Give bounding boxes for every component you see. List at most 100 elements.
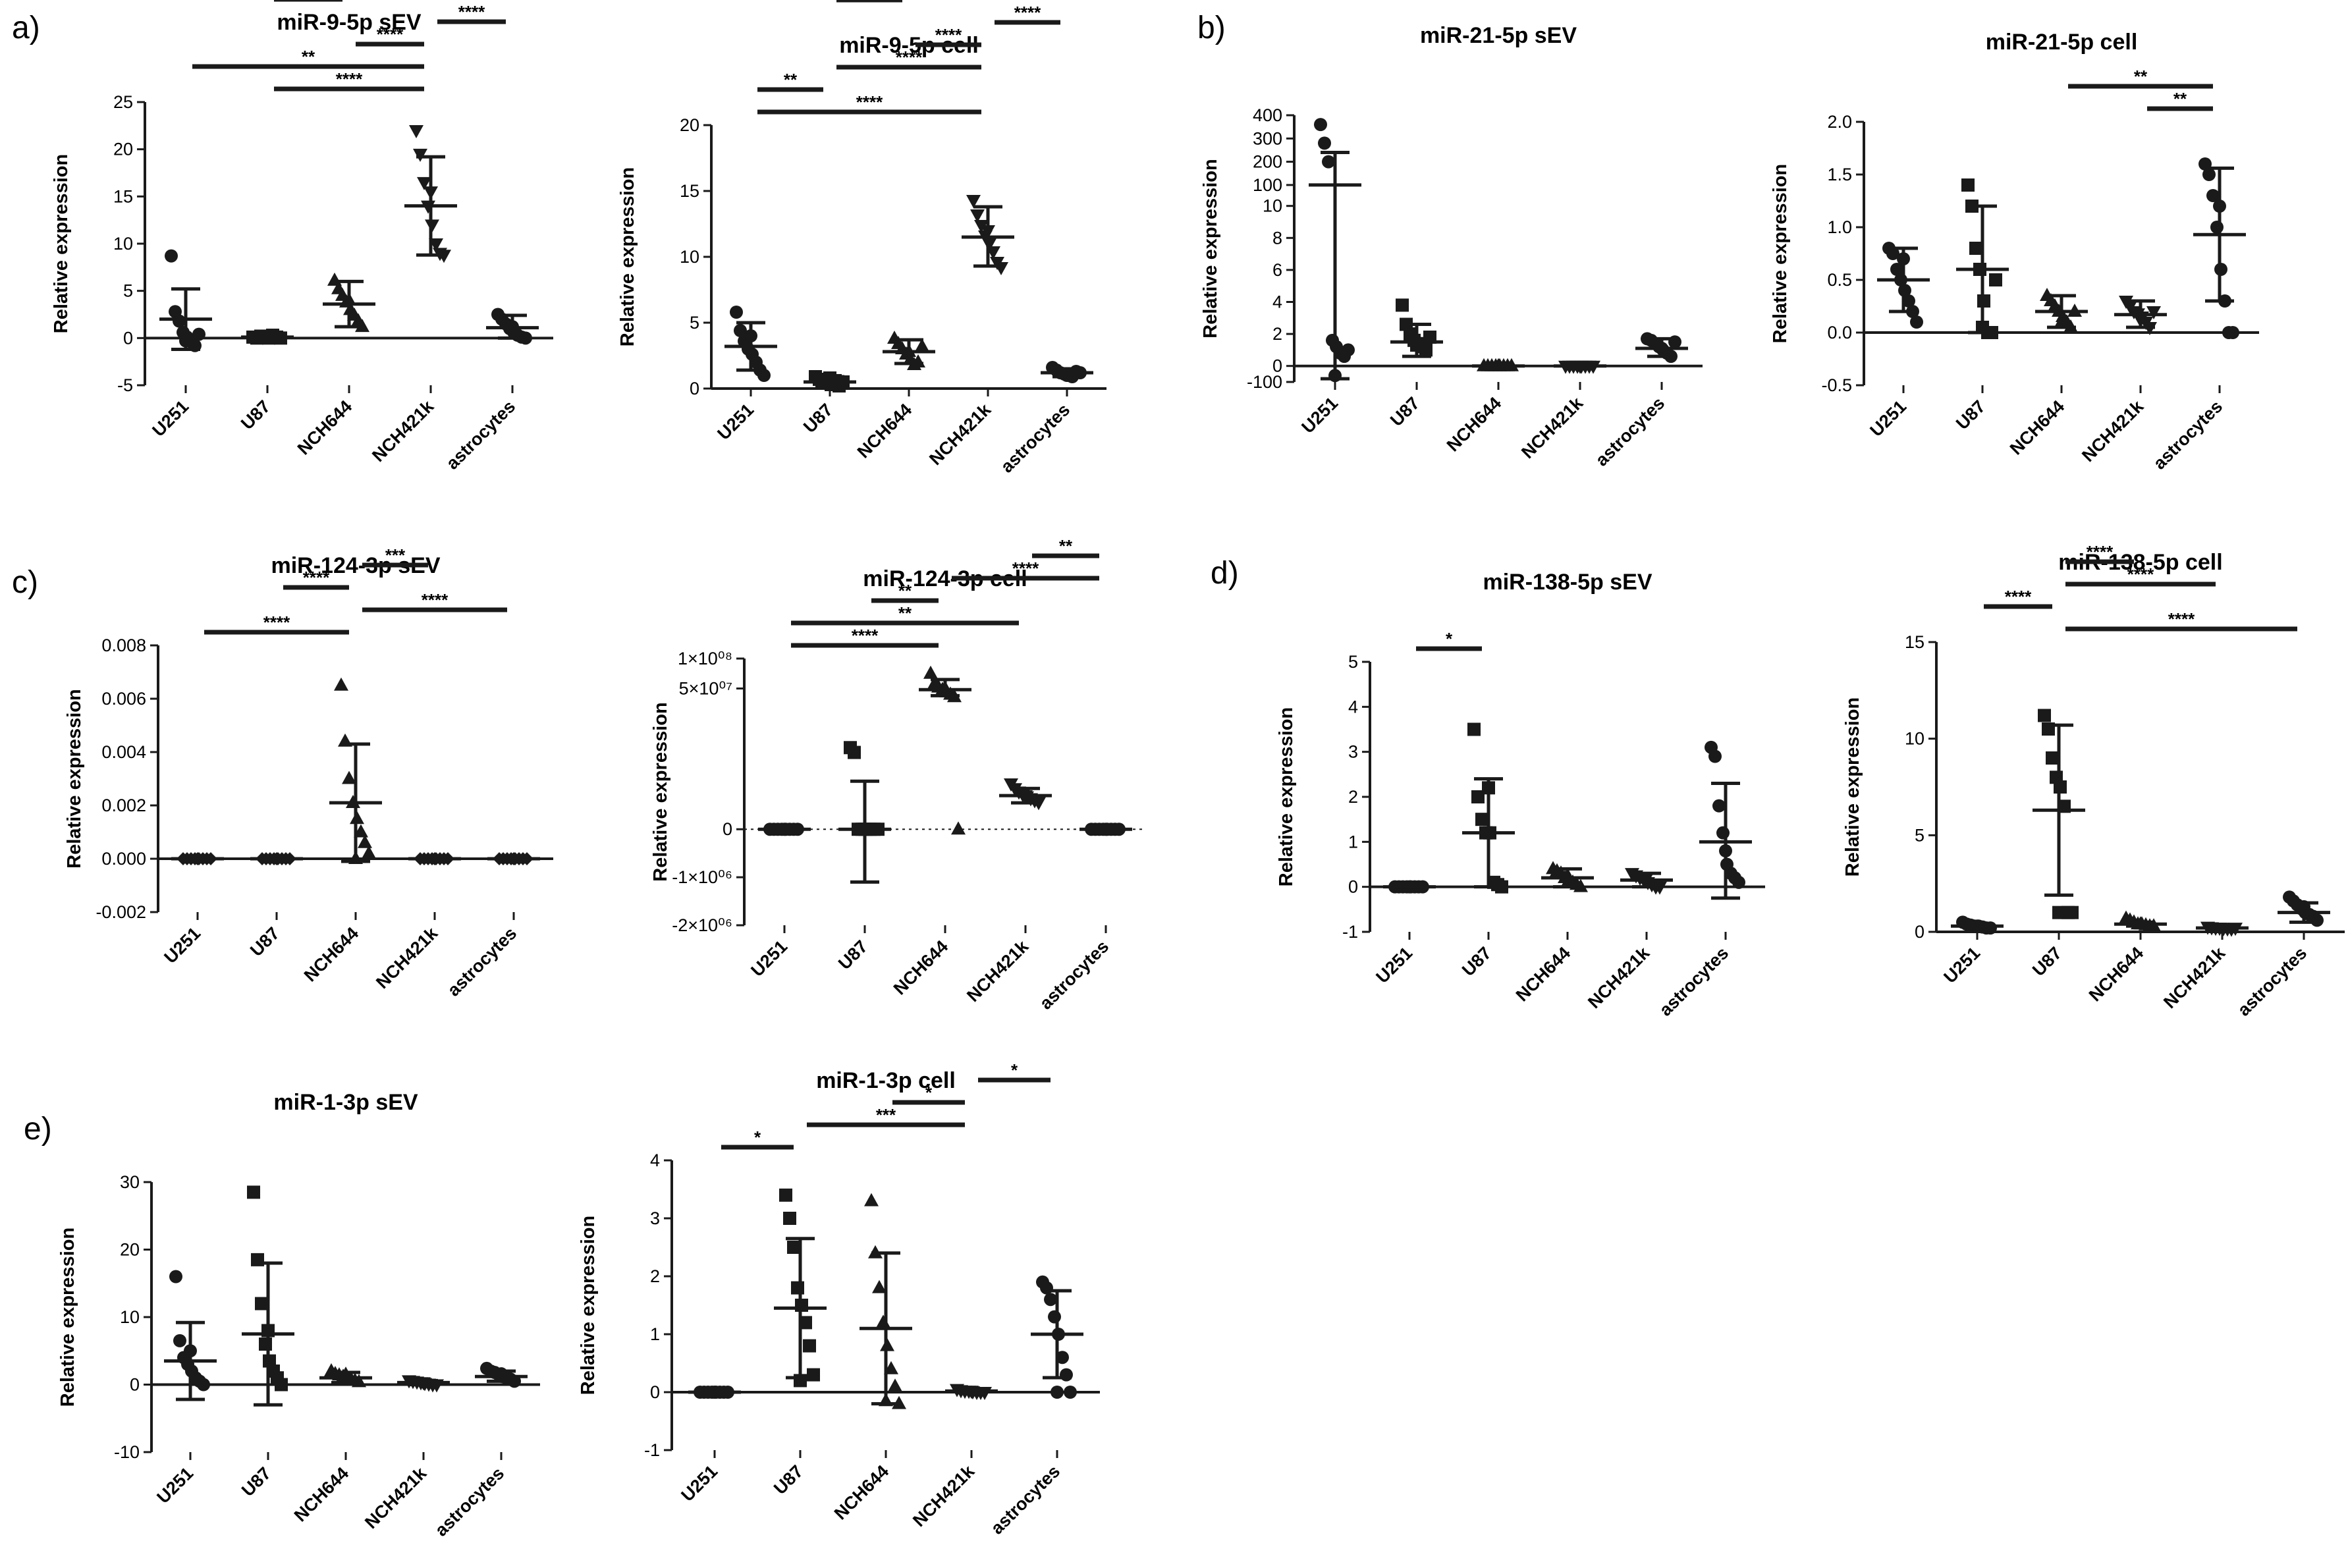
significance-label: **** — [1014, 3, 1041, 22]
y-axis-label: Relative expression — [1200, 159, 1221, 338]
data-point — [915, 338, 929, 352]
y-tick-label: 2.0 — [1827, 112, 1852, 132]
y-tick-label: 10 — [680, 247, 699, 267]
chart-mir21_cell: miR-21-5p cell Relative expression -0.5 0.0… — [1770, 30, 2259, 473]
significance-label: * — [1446, 629, 1453, 649]
y-tick-label: 10 — [1905, 729, 1925, 749]
data-point — [2065, 906, 2079, 919]
data-point — [362, 845, 376, 859]
data-point — [1040, 1281, 1053, 1295]
y-tick-label: 5 — [123, 281, 133, 301]
data-point — [2046, 751, 2059, 765]
y-tick-label: 10 — [120, 1307, 140, 1327]
x-tick-label: U87 — [237, 396, 274, 433]
data-point — [787, 1241, 800, 1254]
chart-title: miR-1-3p cell — [816, 1068, 956, 1093]
data-point — [1471, 790, 1485, 803]
x-tick-label: NCH421k — [372, 923, 442, 992]
x-tick-label: NCH644 — [831, 1461, 892, 1523]
x-tick-label: NCH421k — [963, 936, 1033, 1006]
data-point — [876, 1314, 890, 1328]
significance-label: **** — [2005, 587, 2032, 607]
data-point — [1064, 1386, 1077, 1399]
data-point — [1902, 294, 1915, 308]
y-tick-label: 20 — [120, 1240, 140, 1260]
significance-label: ** — [898, 603, 912, 623]
y-tick-label: 0.006 — [101, 689, 146, 709]
x-tick-label: U251 — [1297, 393, 1342, 437]
y-tick-label: 3 — [1348, 742, 1358, 762]
significance-label: **** — [336, 69, 363, 89]
y-axis-label: Relative expression — [617, 167, 638, 346]
data-point — [1890, 263, 1903, 276]
data-point — [803, 1339, 816, 1353]
x-tick-label: NCH421k — [1584, 942, 1654, 1012]
significance-label: ** — [2134, 67, 2148, 86]
y-tick-label: 0 — [1915, 922, 1925, 942]
y-tick-label: 0 — [123, 328, 133, 348]
chart-mir1_cell: miR-1-3p cell Relative expression -1 0 1 2 3 4 U… — [578, 1060, 1100, 1538]
data-point — [1318, 136, 1331, 150]
y-tick-label: 0.0 — [1827, 323, 1852, 342]
data-point — [173, 314, 186, 328]
y-axis-label: Relative expression — [51, 154, 72, 333]
y-tick-label: 0 — [650, 1382, 660, 1402]
x-tick-label: U251 — [677, 1461, 721, 1505]
x-tick-label: U87 — [1952, 396, 1989, 433]
y-tick-label: 1.0 — [1827, 217, 1852, 237]
significance-label: **** — [458, 2, 485, 22]
x-tick-label: NCH644 — [2085, 943, 2147, 1005]
x-tick-label: U87 — [770, 1461, 807, 1498]
y-tick-label: 5×10⁰⁷ — [679, 678, 732, 698]
x-tick-label: astrocytes — [997, 400, 1074, 477]
y-tick-label: -0.002 — [96, 902, 146, 922]
y-tick-label: 10 — [1263, 196, 1282, 216]
data-point — [1044, 1293, 1057, 1307]
x-tick-label: NCH644 — [890, 936, 952, 998]
y-tick-label: 1.5 — [1827, 165, 1852, 184]
data-point — [409, 125, 423, 138]
chart-title: miR-9-5p sEV — [277, 10, 421, 35]
x-tick-label: U251 — [160, 923, 204, 967]
x-tick-label: NCH421k — [2078, 396, 2148, 466]
y-tick-label: -0.5 — [1821, 375, 1852, 395]
y-axis-label: Relative expression — [64, 689, 85, 868]
x-tick-label: NCH421k — [368, 396, 438, 466]
x-tick-label: U87 — [2029, 943, 2065, 980]
significance-label: **** — [896, 47, 923, 67]
y-tick-label: 0 — [690, 379, 699, 398]
x-tick-label: astrocytes — [1656, 943, 1733, 1020]
chart-title: miR-21-5p cell — [1986, 30, 2138, 55]
data-point — [165, 249, 178, 263]
chart-title: miR-138-5p sEV — [1483, 570, 1652, 595]
significance-label: **** — [856, 92, 883, 112]
significance-label: * — [925, 1083, 933, 1102]
y-tick-label: 1×10⁰⁸ — [678, 649, 732, 668]
y-tick-label: 25 — [113, 92, 133, 112]
x-tick-label: U87 — [834, 936, 871, 973]
data-point — [197, 1378, 210, 1392]
significance-label: **** — [2087, 542, 2114, 562]
data-point — [2226, 326, 2239, 339]
y-tick-label: 5 — [690, 313, 699, 333]
y-tick-label: 300 — [1253, 128, 1282, 148]
x-tick-label: U87 — [1386, 393, 1423, 430]
data-point — [169, 1270, 182, 1284]
y-tick-label: 5 — [1915, 825, 1925, 845]
panel-label-c: c) — [12, 565, 38, 600]
data-point — [848, 745, 861, 759]
data-point — [730, 306, 743, 319]
x-tick-label: astrocytes — [443, 396, 520, 473]
x-tick-label: NCH421k — [925, 399, 995, 469]
data-point — [951, 821, 966, 835]
data-point — [783, 1212, 796, 1225]
y-tick-label: 3 — [650, 1208, 660, 1228]
x-tick-label: NCH644 — [300, 923, 362, 985]
y-tick-label: -1 — [644, 1440, 660, 1460]
data-point — [334, 677, 348, 691]
significance-label: **** — [2127, 564, 2154, 584]
significance-label: ** — [898, 581, 912, 601]
chart-title: miR-1-3p sEV — [273, 1090, 418, 1115]
